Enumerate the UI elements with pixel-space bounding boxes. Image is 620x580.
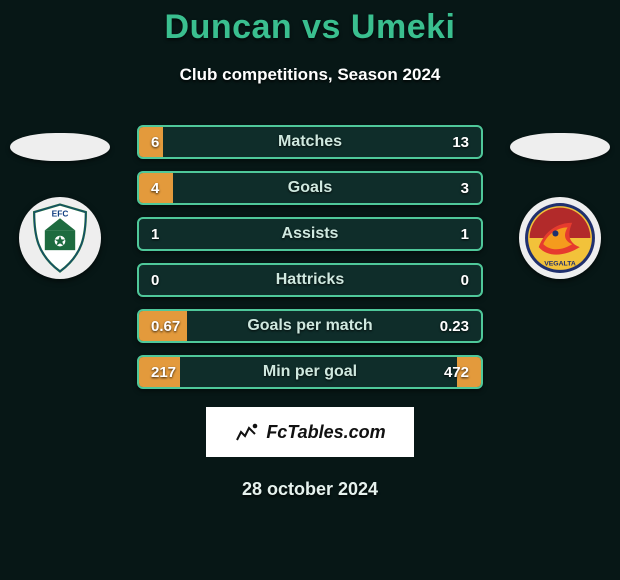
stats-list: 6Matches13 4Goals3 1Assists1 0Hattricks0 0.6… [137,125,483,389]
svg-text:EFC: EFC [52,209,69,219]
stat-row: 4Goals3 [137,171,483,205]
content-area: EFC VEGALTA 6M [0,125,620,389]
stat-value-right: 13 [429,134,469,151]
svg-text:VEGALTA: VEGALTA [544,260,576,267]
club-crest-right-icon: VEGALTA [522,200,598,276]
stat-value-right: 1 [429,226,469,243]
player-left-panel: EFC [0,125,120,279]
stat-row: 217Min per goal472 [137,355,483,389]
source-text: FcTables.com [266,422,385,443]
player-right-panel: VEGALTA [500,125,620,279]
nationality-flag-left [10,133,110,161]
stat-value-right: 0 [429,272,469,289]
stat-row: 0Hattricks0 [137,263,483,297]
stat-value-right: 0.23 [429,318,469,335]
page-subtitle: Club competitions, Season 2024 [0,65,620,85]
club-badge-right: VEGALTA [519,197,601,279]
source-badge[interactable]: FcTables.com [206,407,414,457]
comparison-card: Duncan vs Umeki Club competitions, Seaso… [0,0,620,580]
nationality-flag-right [510,133,610,161]
stat-row: 0.67Goals per match0.23 [137,309,483,343]
fctables-logo-icon [234,420,258,444]
stat-value-right: 472 [429,364,469,381]
footer-date: 28 october 2024 [0,479,620,500]
stat-value-right: 3 [429,180,469,197]
stat-row: 1Assists1 [137,217,483,251]
club-badge-left: EFC [19,197,101,279]
club-crest-left-icon: EFC [22,200,98,276]
stat-row: 6Matches13 [137,125,483,159]
page-title: Duncan vs Umeki [0,8,620,47]
